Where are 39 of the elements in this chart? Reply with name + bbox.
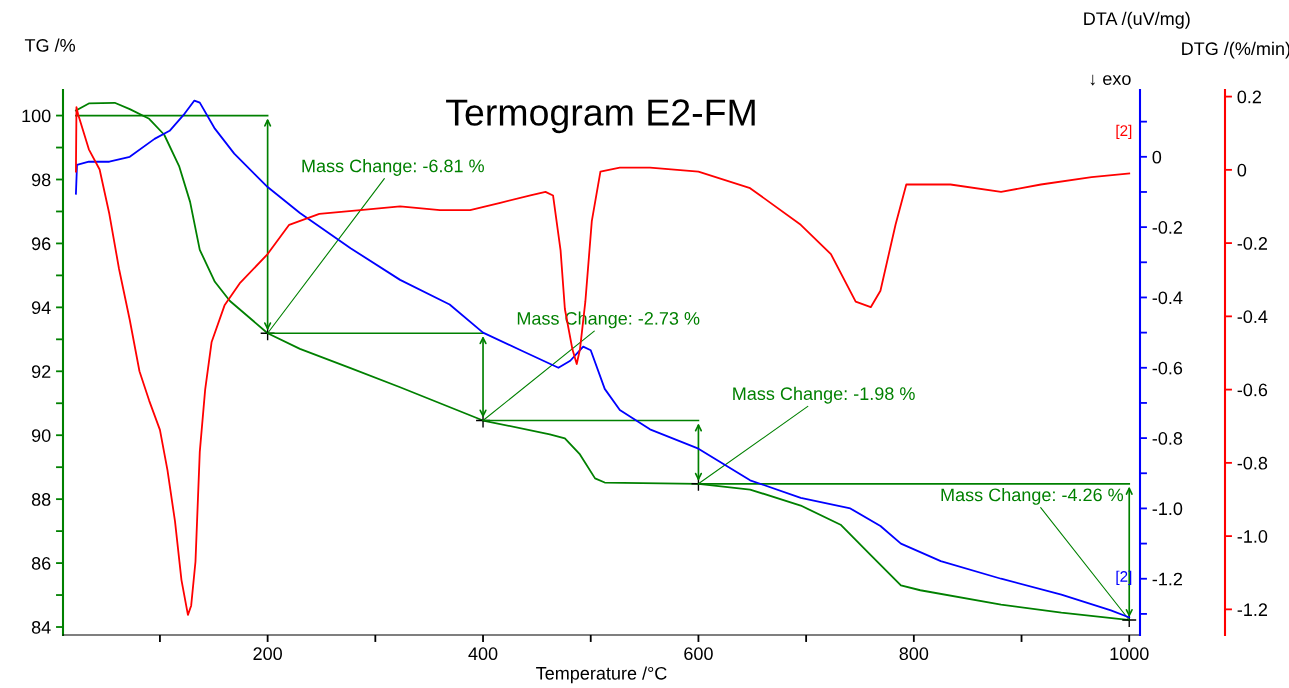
y-tick-label: 98 <box>31 173 51 187</box>
y-tick-label: 90 <box>31 429 51 442</box>
y2-tick-label: 0 <box>1152 150 1162 164</box>
y-axis-title: TG /% <box>24 38 76 52</box>
x-tick-label: 800 <box>899 647 929 661</box>
y2-tick-label: -0.8 <box>1152 432 1183 445</box>
y3-tick-label: -1.0 <box>1237 530 1268 543</box>
y3-tick-label: 0.2 <box>1237 90 1261 104</box>
y3-tick-label: -1.2 <box>1237 603 1268 616</box>
y2-tick-label: -0.6 <box>1152 361 1183 375</box>
annotation: Mass Change: -4.26 % <box>941 488 1124 505</box>
y2-tick-label: -0.2 <box>1152 221 1183 234</box>
x-tick-label: 1000 <box>1110 647 1149 661</box>
annotation: Mass Change: -1.98 % <box>733 386 915 404</box>
y-tick-label: 96 <box>31 237 51 251</box>
y3-tick-label: -0.6 <box>1237 383 1268 397</box>
y2-axis-title: DTA /(uV/mg) <box>1084 11 1190 29</box>
y-tick-label: 92 <box>31 365 51 379</box>
y3-tick-label: 0 <box>1237 163 1247 177</box>
annotation: Mass Change: -6.81 % <box>302 159 484 176</box>
y-tick-label: 88 <box>31 493 51 506</box>
x-axis-title: Temperature /°C <box>536 666 667 684</box>
y-tick-label: 100 <box>22 109 51 123</box>
x-tick-label: 200 <box>253 647 282 661</box>
x-tick-label: 400 <box>468 647 498 661</box>
x-tick-label: 600 <box>684 647 713 661</box>
y2-tick-label: -0.4 <box>1152 291 1183 305</box>
y3-axis-title: DTG /(%/min) <box>1182 41 1289 59</box>
y3-tick-label: -0.4 <box>1237 310 1268 324</box>
text: ↓ exo <box>1090 74 1131 86</box>
chart-title: Termogram E2-FM <box>446 99 755 134</box>
annotation: [2] <box>1116 124 1132 140</box>
y3-tick-label: -0.2 <box>1237 237 1268 250</box>
y-tick-label: 94 <box>31 301 51 315</box>
y2-tick-label: -1.2 <box>1152 572 1183 586</box>
y-tick-label: 84 <box>31 620 51 634</box>
y2-tick-label: -1.0 <box>1152 502 1183 516</box>
y3-tick-label: -0.8 <box>1237 456 1268 470</box>
y-tick-label: 86 <box>31 557 51 570</box>
